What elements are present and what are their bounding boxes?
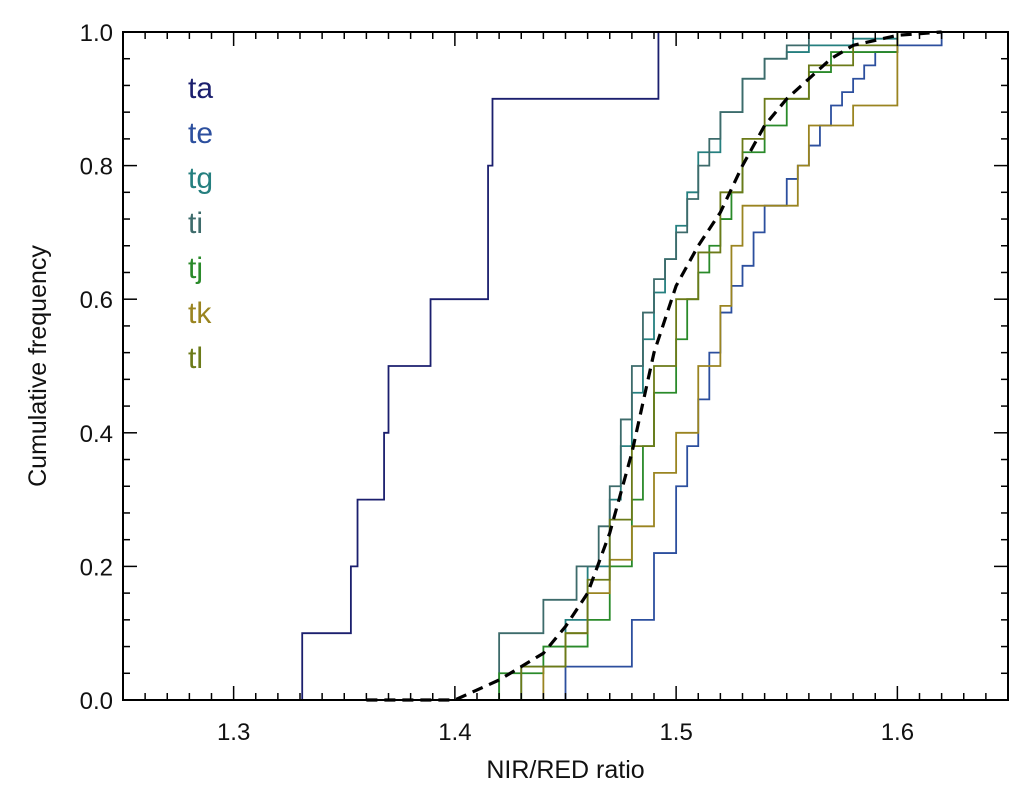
legend-entry-tl: tl	[188, 342, 203, 375]
series-line-mean	[366, 30, 942, 702]
y-tick-label: 0.6	[80, 287, 113, 314]
axes: 1.3 1.4 1.5 1.6 0.0 0.2 0.4 0.6 0.8 1.0	[80, 20, 1009, 746]
series-line-ta	[123, 31, 1008, 701]
x-tick-label: 1.5	[659, 719, 692, 746]
plot-area	[123, 30, 1008, 702]
series-line-tj	[454, 31, 1008, 701]
y-tick-label: 0.2	[80, 554, 113, 581]
y-tick-label: 0.0	[80, 688, 113, 715]
x-tick-label: 1.3	[217, 719, 250, 746]
series-line-ti	[477, 31, 1008, 701]
y-tick-label: 0.4	[80, 421, 113, 448]
legend-entry-tg: tg	[188, 162, 213, 195]
legend-entry-tj: tj	[188, 252, 203, 285]
series-line-tl	[477, 31, 1008, 701]
series-group	[123, 30, 1008, 702]
legend-entry-te: te	[188, 117, 213, 150]
x-axis-label: NIR/RED ratio	[486, 756, 644, 784]
legend-entry-ta: ta	[188, 72, 213, 105]
series-line-tk	[454, 31, 1008, 701]
y-tick-label: 1.0	[80, 20, 113, 47]
legend: ta te tg ti tj tk tl	[188, 72, 213, 375]
x-tick-label: 1.6	[881, 719, 914, 746]
y-tick-label: 0.8	[80, 154, 113, 181]
legend-entry-ti: ti	[188, 207, 203, 240]
legend-entry-tk: tk	[188, 297, 212, 330]
y-axis-label: Cumulative frequency	[24, 245, 52, 487]
x-tick-label: 1.4	[438, 719, 471, 746]
